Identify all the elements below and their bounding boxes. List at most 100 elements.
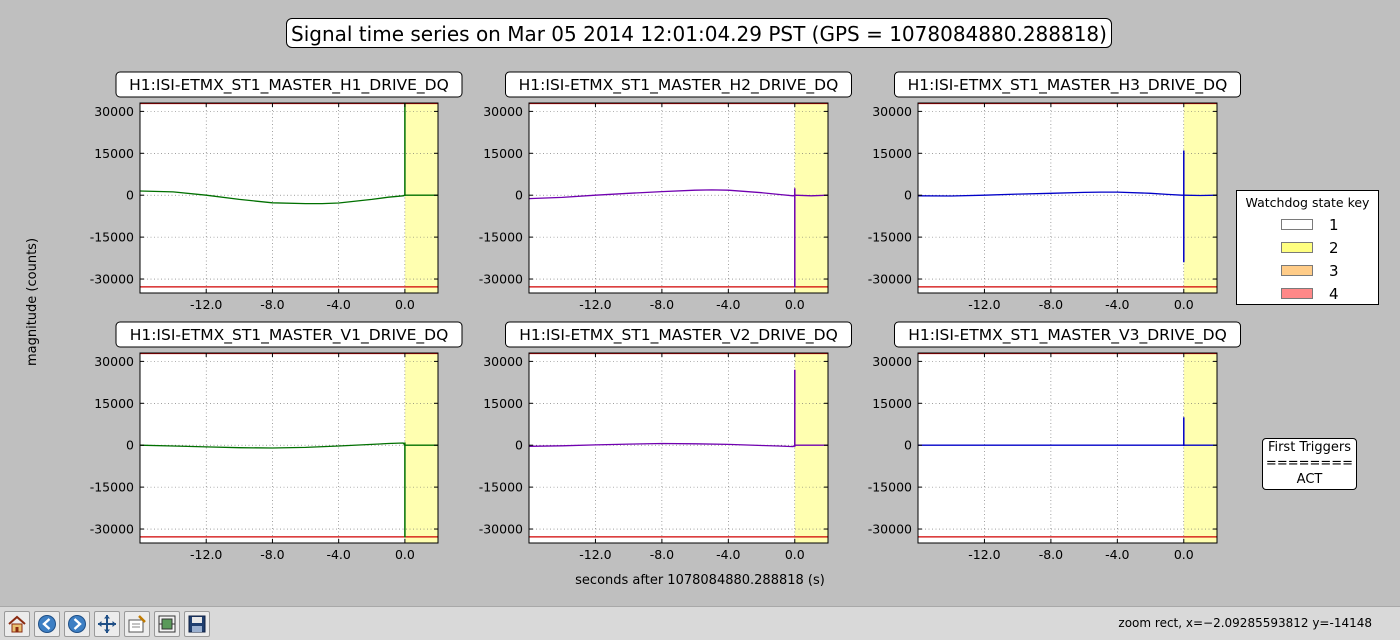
plot-area: [918, 103, 1217, 293]
axes-frame: [139, 102, 439, 294]
pan-button[interactable]: [94, 611, 120, 637]
back-arrow-icon: [38, 615, 56, 633]
x-tick-label: -4.0: [326, 297, 350, 312]
y-tick-label: -15000: [479, 480, 523, 495]
legend-label: 1: [1329, 216, 1339, 234]
pan-move-icon: [98, 615, 116, 633]
y-tick-label: 0: [904, 438, 912, 453]
y-tick-label: 0: [126, 188, 134, 203]
x-tick-label: -4.0: [326, 547, 350, 562]
first-triggers-box: First Triggers ======== ACT: [1262, 438, 1357, 490]
x-tick-label: -8.0: [650, 297, 674, 312]
watchdog-legend: Watchdog state key 1 2 3 4: [1236, 190, 1379, 305]
y-tick-label: -30000: [868, 522, 912, 537]
legend-label: 4: [1329, 285, 1339, 303]
legend-swatch: [1281, 242, 1313, 253]
x-axis-label: seconds after 1078084880.288818 (s): [575, 573, 825, 588]
subplot-title-box: [505, 321, 852, 348]
axes-frame: [917, 102, 1218, 294]
y-tick-label: -30000: [479, 522, 523, 537]
y-tick-label: 30000: [94, 104, 134, 119]
y-tick-label: -15000: [868, 230, 912, 245]
subplot-6: -12.0 -8.0 -4.0 0.0 30000 15000 0 -15000 -30000 H…: [868, 321, 1241, 562]
zoom-rect-button[interactable]: [124, 611, 150, 637]
x-tick-label: -4.0: [1105, 547, 1129, 562]
y-tick-label: -30000: [479, 272, 523, 287]
figure-title: Signal time series on Mar 05 2014 12:01:…: [286, 18, 1112, 48]
legend-entry: 3: [1237, 262, 1378, 282]
save-button[interactable]: [184, 611, 210, 637]
y-tick-label: 15000: [872, 396, 912, 411]
y-tick-label: -15000: [90, 480, 134, 495]
legend-label: 3: [1329, 262, 1339, 280]
x-tick-label: 0.0: [395, 547, 415, 562]
subplot-title-box: [894, 321, 1241, 348]
subplot-title-box: [115, 321, 463, 348]
forward-button[interactable]: [64, 611, 90, 637]
watchdog-state-span: [794, 353, 828, 543]
x-tick-label: -12.0: [579, 297, 611, 312]
x-tick-label: -4.0: [1105, 297, 1129, 312]
subplot-title: H1:ISI-ETMX_ST1_MASTER_V2_DRIVE_DQ: [519, 326, 838, 345]
y-tick-label: -15000: [868, 480, 912, 495]
y-tick-label: 30000: [872, 354, 912, 369]
subplot-title-box: [894, 71, 1241, 98]
y-tick-label: 0: [515, 438, 523, 453]
x-tick-label: -12.0: [190, 297, 222, 312]
y-tick-label: 15000: [483, 396, 523, 411]
figure-canvas: -12.0 -8.0 -4.0 0.0 30000 15000 0 -15000 -30000 H…: [90, 71, 1241, 562]
subplot-1: -12.0 -8.0 -4.0 0.0 30000 15000 0 -15000 -30000 H…: [90, 71, 463, 312]
x-tick-label: -8.0: [650, 547, 674, 562]
subplot-title: H1:ISI-ETMX_ST1_MASTER_V1_DRIVE_DQ: [130, 326, 449, 345]
configure-subplots-icon: [158, 615, 176, 633]
y-tick-label: -15000: [90, 230, 134, 245]
axes-frame: [528, 352, 829, 544]
navigation-toolbar: zoom rect, x=−2.09285593812 y=-14148: [0, 606, 1400, 640]
axes-frame: [917, 352, 1218, 544]
forward-arrow-icon: [68, 615, 86, 633]
x-tick-label: -8.0: [260, 547, 284, 562]
x-tick-label: -12.0: [968, 547, 1000, 562]
subplot-title: H1:ISI-ETMX_ST1_MASTER_H1_DRIVE_DQ: [129, 76, 449, 95]
y-tick-label: 0: [904, 188, 912, 203]
first-triggers-title: First Triggers: [1267, 440, 1352, 455]
watchdog-state-span: [794, 103, 828, 293]
x-tick-label: 0.0: [785, 297, 805, 312]
y-tick-label: 30000: [483, 354, 523, 369]
subplot-3: -12.0 -8.0 -4.0 0.0 30000 15000 0 -15000 -30000 H…: [868, 71, 1241, 312]
first-triggers-separator: ========: [1265, 456, 1354, 471]
x-tick-label: -12.0: [968, 297, 1000, 312]
plot-area: [529, 103, 828, 293]
axes-frame: [528, 102, 829, 294]
watchdog-state-span: [404, 103, 438, 293]
back-button[interactable]: [34, 611, 60, 637]
x-tick-label: -8.0: [1039, 547, 1063, 562]
save-floppy-icon: [188, 615, 206, 633]
y-tick-label: -30000: [90, 272, 134, 287]
watchdog-state-span: [404, 353, 438, 543]
subplot-4: -12.0 -8.0 -4.0 0.0 30000 15000 0 -15000 -30000 H…: [90, 321, 463, 562]
y-tick-label: 15000: [872, 146, 912, 161]
x-tick-label: 0.0: [1174, 547, 1194, 562]
subplot-5: -12.0 -8.0 -4.0 0.0 30000 15000 0 -15000 -30000 H…: [479, 321, 852, 562]
x-tick-label: 0.0: [395, 297, 415, 312]
plot-area: [140, 103, 438, 293]
y-tick-label: 30000: [872, 104, 912, 119]
home-button[interactable]: [4, 611, 30, 637]
y-tick-label: 15000: [94, 146, 134, 161]
subplot-title-box: [505, 71, 852, 98]
legend-title: Watchdog state key: [1245, 195, 1370, 210]
axes-frame: [139, 352, 439, 544]
configure-subplots-button[interactable]: [154, 611, 180, 637]
legend-swatch: [1281, 265, 1313, 276]
subplot-title: H1:ISI-ETMX_ST1_MASTER_V3_DRIVE_DQ: [908, 326, 1227, 345]
zoom-rect-icon: [128, 615, 146, 633]
x-tick-label: -4.0: [716, 297, 740, 312]
x-tick-label: -8.0: [260, 297, 284, 312]
subplot-title: H1:ISI-ETMX_ST1_MASTER_H3_DRIVE_DQ: [908, 76, 1228, 95]
y-axis-label: magnitude (counts): [25, 237, 40, 367]
legend-entry: 2: [1237, 239, 1378, 259]
watchdog-state-span: [1183, 103, 1217, 293]
y-tick-label: -30000: [90, 522, 134, 537]
y-tick-label: 15000: [94, 396, 134, 411]
